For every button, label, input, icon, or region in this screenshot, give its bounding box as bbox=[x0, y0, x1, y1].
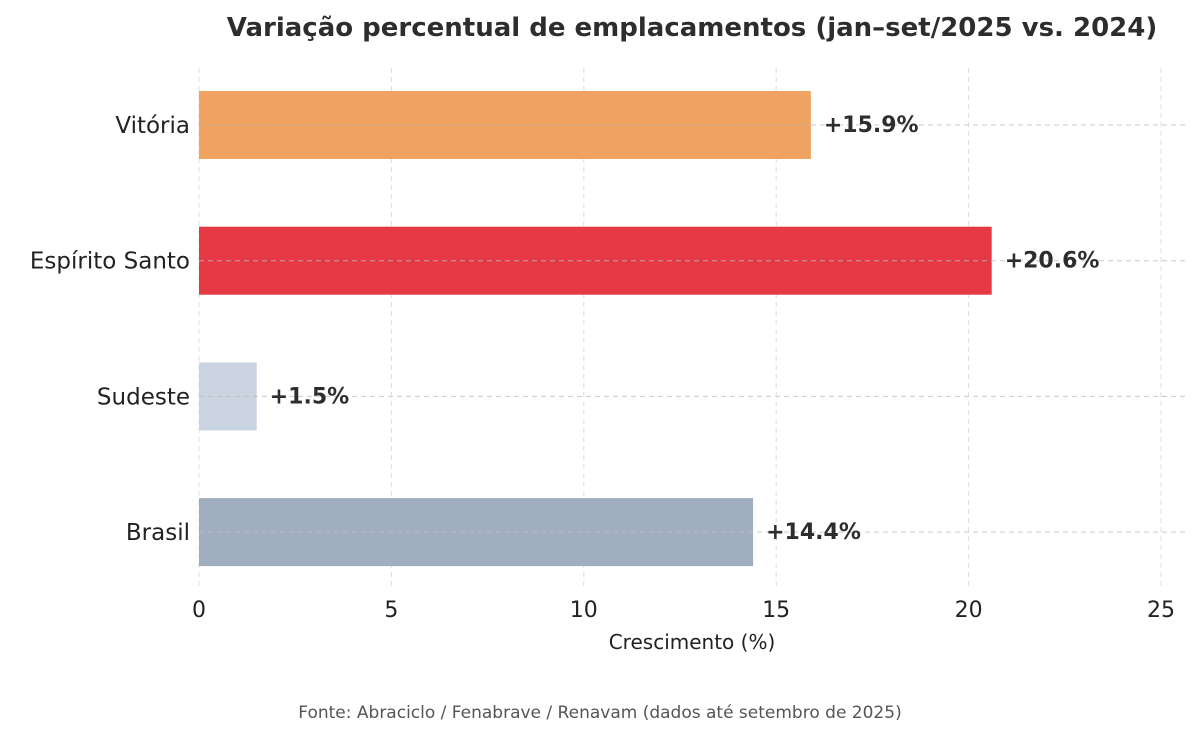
data-label: +20.6% bbox=[1005, 249, 1100, 274]
y-tick-label: Brasil bbox=[126, 520, 190, 546]
y-tick-label: Vitória bbox=[115, 113, 190, 139]
y-tick-label: Sudeste bbox=[97, 384, 190, 410]
data-label: +1.5% bbox=[270, 384, 349, 409]
x-tick-label: 20 bbox=[955, 598, 983, 623]
chart-title: Variação percentual de emplacamentos (ja… bbox=[227, 13, 1157, 43]
source-note: Fonte: Abraciclo / Fenabrave / Renavam (… bbox=[298, 703, 901, 723]
y-tick-label: Espírito Santo bbox=[30, 249, 190, 275]
x-tick-label: 15 bbox=[762, 598, 790, 623]
x-tick-label: 0 bbox=[192, 598, 206, 623]
data-label: +14.4% bbox=[766, 520, 861, 545]
bars bbox=[199, 91, 992, 567]
data-label: +15.9% bbox=[824, 113, 919, 138]
y-tick-labels: Vitória Espírito Santo Sudeste Brasil bbox=[30, 113, 190, 546]
x-tick-label: 25 bbox=[1147, 598, 1175, 623]
x-tick-label: 5 bbox=[384, 598, 398, 623]
x-tick-labels: 0 5 10 15 20 25 bbox=[192, 598, 1175, 623]
x-tick-label: 10 bbox=[570, 598, 598, 623]
data-labels: +15.9% +20.6% +1.5% +14.4% bbox=[270, 113, 1100, 545]
x-axis-label: Crescimento (%) bbox=[609, 630, 776, 654]
horizontal-grid bbox=[199, 124, 1185, 533]
